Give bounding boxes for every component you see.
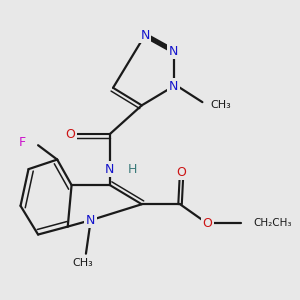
Text: CH₂CH₃: CH₂CH₃ — [254, 218, 292, 228]
Text: CH₃: CH₃ — [72, 258, 93, 268]
Text: H: H — [128, 163, 137, 176]
Text: F: F — [19, 136, 26, 148]
Text: N: N — [140, 28, 150, 42]
Text: CH₃: CH₃ — [210, 100, 231, 110]
Text: N: N — [105, 163, 115, 176]
Text: O: O — [177, 166, 187, 179]
Text: N: N — [169, 45, 178, 58]
Text: O: O — [65, 128, 75, 140]
Text: N: N — [169, 80, 178, 93]
Text: O: O — [202, 217, 212, 230]
Text: N: N — [86, 214, 95, 227]
